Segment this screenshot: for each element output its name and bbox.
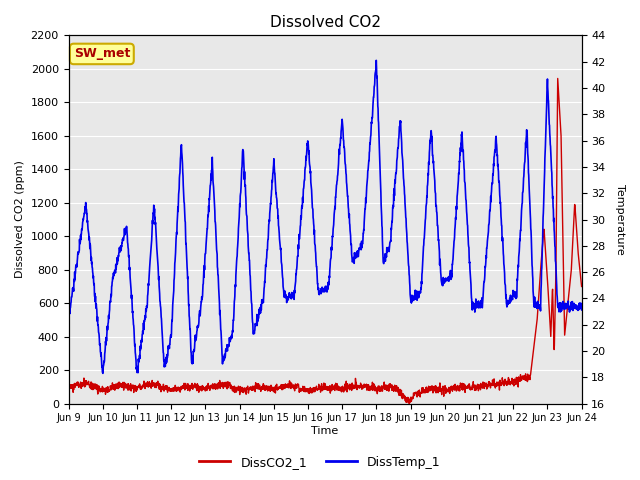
Title: Dissolved CO2: Dissolved CO2 [269,15,381,30]
Legend: DissCO2_1, DissTemp_1: DissCO2_1, DissTemp_1 [194,451,446,474]
X-axis label: Time: Time [312,426,339,436]
Y-axis label: Dissolved CO2 (ppm): Dissolved CO2 (ppm) [15,161,25,278]
Text: SW_met: SW_met [74,48,130,60]
Y-axis label: Temperature: Temperature [615,184,625,255]
